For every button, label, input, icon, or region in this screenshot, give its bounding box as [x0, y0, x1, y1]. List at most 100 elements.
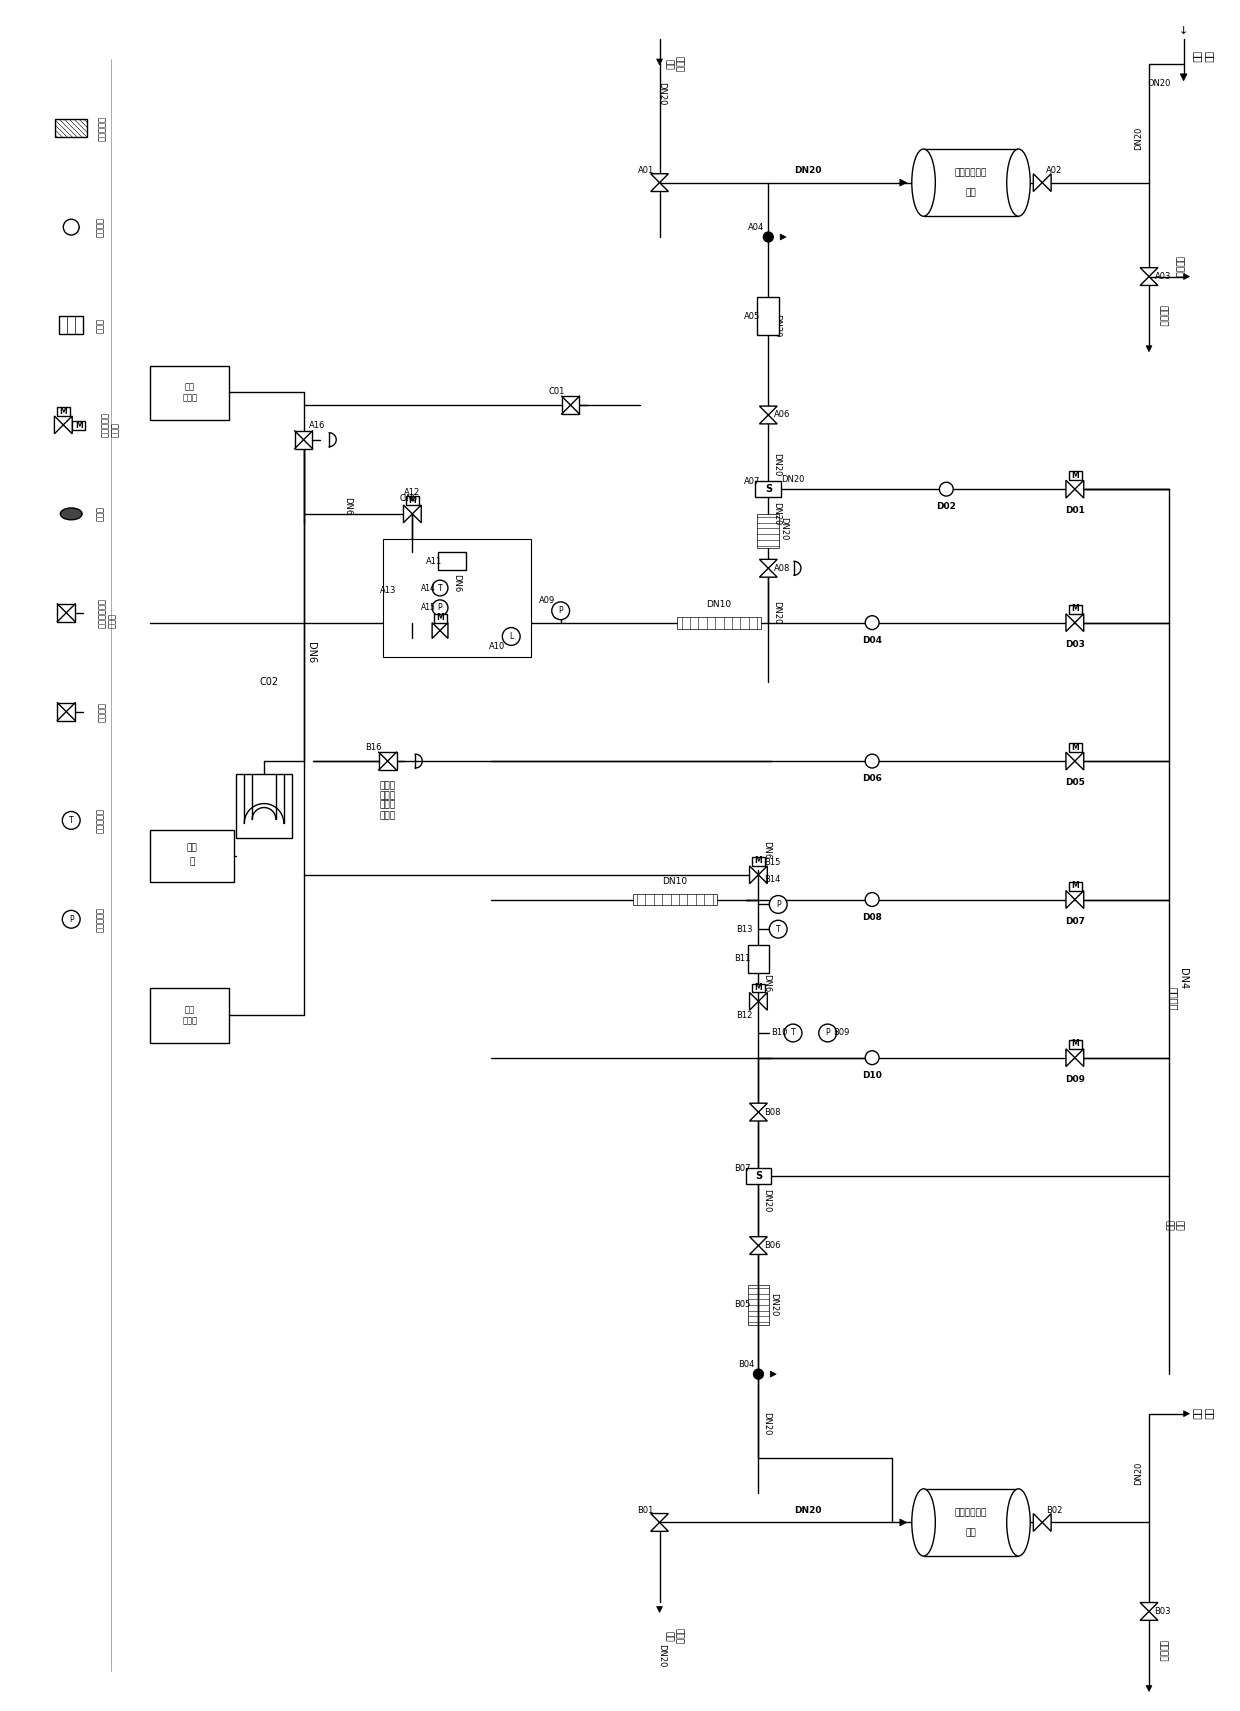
Polygon shape	[749, 1246, 768, 1254]
Text: 稀有气体储罐: 稀有气体储罐	[955, 1507, 987, 1518]
Text: DN20: DN20	[657, 82, 666, 106]
Polygon shape	[1184, 1410, 1189, 1417]
Polygon shape	[749, 866, 759, 883]
Text: M: M	[1071, 471, 1079, 479]
Text: D10: D10	[862, 1071, 882, 1080]
Circle shape	[866, 1051, 879, 1064]
Circle shape	[866, 755, 879, 768]
Bar	[758, 298, 779, 335]
Text: D03: D03	[1065, 640, 1085, 648]
Bar	[150, 830, 234, 881]
Text: M: M	[408, 496, 417, 505]
Polygon shape	[1075, 481, 1084, 498]
Text: A04: A04	[748, 222, 765, 231]
Text: DN20: DN20	[1135, 127, 1143, 151]
Bar	[924, 1489, 1019, 1555]
Text: T: T	[776, 924, 780, 934]
Text: P: P	[826, 1028, 830, 1037]
Text: 低温
液体: 低温 液体	[1164, 1220, 1183, 1232]
Text: 稀有气体储罐: 稀有气体储罐	[955, 168, 987, 178]
Polygon shape	[657, 58, 662, 65]
Circle shape	[552, 602, 569, 619]
Bar	[1069, 1040, 1081, 1049]
Text: DN20: DN20	[779, 517, 787, 541]
Text: 主路阀门: 主路阀门	[98, 702, 107, 722]
Text: T: T	[69, 816, 73, 825]
Text: DN20: DN20	[761, 1189, 771, 1213]
Text: D07: D07	[1065, 917, 1085, 926]
Text: 增压泵
出口: 增压泵 出口	[663, 56, 683, 72]
Text: DN20: DN20	[657, 1644, 666, 1668]
Text: DN10: DN10	[662, 878, 687, 886]
Text: D01: D01	[1065, 506, 1085, 515]
Polygon shape	[900, 1519, 906, 1526]
Polygon shape	[1075, 614, 1084, 631]
Text: ↓: ↓	[1179, 26, 1188, 36]
Text: DN10: DN10	[707, 601, 732, 609]
Text: A15: A15	[420, 604, 435, 613]
Text: 减压排放: 减压排放	[1174, 257, 1183, 277]
Text: DN20: DN20	[771, 601, 781, 625]
Text: 层流器: 层流器	[95, 506, 105, 522]
Text: B03: B03	[1154, 1607, 1171, 1615]
Polygon shape	[749, 992, 759, 1009]
Text: B04: B04	[738, 1360, 755, 1369]
Bar	[562, 397, 579, 414]
Polygon shape	[1066, 1049, 1075, 1066]
Text: DN6: DN6	[453, 573, 461, 592]
Bar	[56, 120, 87, 137]
Text: B07: B07	[734, 1163, 751, 1174]
Ellipse shape	[1007, 1489, 1030, 1555]
Polygon shape	[1042, 175, 1052, 192]
Text: B15: B15	[764, 859, 780, 867]
Text: M: M	[1071, 604, 1079, 613]
Text: L: L	[510, 631, 513, 642]
Polygon shape	[1140, 1603, 1158, 1612]
Polygon shape	[1180, 74, 1187, 80]
Text: B05: B05	[734, 1300, 750, 1309]
Text: 组: 组	[190, 857, 195, 866]
Circle shape	[769, 895, 787, 914]
Text: 稀压排放: 稀压排放	[1158, 305, 1167, 327]
Text: B16: B16	[366, 743, 382, 751]
Polygon shape	[749, 1237, 768, 1246]
Polygon shape	[749, 1112, 768, 1121]
Bar	[57, 604, 76, 621]
Circle shape	[62, 811, 81, 830]
Text: DN20: DN20	[771, 315, 781, 337]
Polygon shape	[1140, 267, 1158, 277]
Text: 储罐: 储罐	[966, 1528, 976, 1536]
Polygon shape	[1042, 1514, 1052, 1531]
Polygon shape	[1140, 1612, 1158, 1620]
Ellipse shape	[911, 1489, 935, 1555]
Polygon shape	[1140, 277, 1158, 286]
Text: 减压
气体: 减压 气体	[1193, 1408, 1214, 1420]
Polygon shape	[1033, 175, 1042, 192]
Bar	[72, 421, 86, 429]
Bar	[753, 857, 765, 866]
Text: B12: B12	[737, 1011, 753, 1020]
Text: B13: B13	[737, 924, 753, 934]
Bar	[378, 753, 397, 770]
Circle shape	[818, 1025, 837, 1042]
Polygon shape	[1075, 753, 1084, 770]
Text: C01: C01	[548, 387, 565, 395]
Text: 减压
气体: 减压 气体	[1193, 51, 1214, 63]
Text: A13: A13	[379, 587, 396, 595]
Bar	[748, 1285, 769, 1324]
Text: B02: B02	[1045, 1506, 1063, 1514]
Bar	[295, 431, 312, 448]
Circle shape	[784, 1025, 802, 1042]
Text: DN20: DN20	[761, 1412, 771, 1436]
Polygon shape	[432, 623, 440, 638]
Text: B10: B10	[771, 1028, 787, 1037]
Bar	[1069, 743, 1081, 753]
Text: D06: D06	[862, 775, 882, 784]
Text: A05: A05	[744, 311, 760, 320]
Text: DN20: DN20	[771, 503, 781, 525]
Bar	[57, 407, 71, 416]
Polygon shape	[1184, 274, 1189, 279]
Text: 回流阀门: 回流阀门	[95, 217, 105, 238]
Circle shape	[432, 580, 448, 595]
Circle shape	[866, 616, 879, 630]
